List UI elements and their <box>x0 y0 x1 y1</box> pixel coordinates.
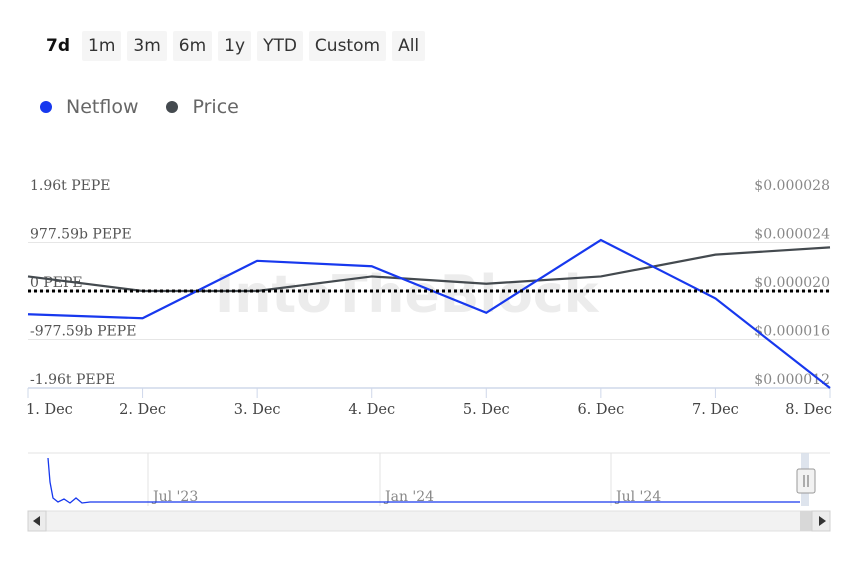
arrow-right-icon <box>819 516 826 526</box>
price-point[interactable] <box>25 273 31 279</box>
price-point[interactable] <box>598 273 604 279</box>
scrollbar-track[interactable] <box>27 510 831 532</box>
price-point[interactable] <box>369 273 375 279</box>
navigator-series <box>47 457 800 504</box>
x-tick-label: 4. Dec <box>348 402 395 418</box>
y-left-tick-label: -977.59b PEPE <box>30 324 136 340</box>
x-tick-label: 5. Dec <box>463 402 510 418</box>
netflow-point[interactable] <box>25 311 31 317</box>
x-tick-label: 2. Dec <box>119 402 166 418</box>
price-point[interactable] <box>712 252 718 258</box>
y-right-tick-label: $0.000024 <box>754 227 830 243</box>
y-left-tick-label: 1.96t PEPE <box>30 178 111 194</box>
netflow-point[interactable] <box>712 295 718 301</box>
legend-item-price[interactable]: Price <box>166 96 239 118</box>
y-right-tick-label: $0.000028 <box>754 178 830 194</box>
price-dot-icon <box>166 101 179 113</box>
series-lines <box>25 237 833 391</box>
netflow-point[interactable] <box>598 237 604 243</box>
y-left-tick-label: 977.59b PEPE <box>30 227 132 243</box>
navigator-handle-icon[interactable] <box>796 468 816 494</box>
price-point[interactable] <box>254 288 260 294</box>
y-left-tick-label: -1.96t PEPE <box>30 372 115 388</box>
range-button-custom[interactable]: Custom <box>308 31 387 61</box>
legend: Netflow Price <box>40 96 239 118</box>
arrow-left-icon <box>33 516 40 526</box>
netflow-point[interactable] <box>369 263 375 269</box>
price-point[interactable] <box>140 288 146 294</box>
y-axis-right: $0.000028 $0.000024 $0.000020 $0.000016 $0.0… <box>754 178 830 388</box>
y-right-tick-label: $0.000012 <box>754 372 830 388</box>
range-button-all[interactable]: All <box>392 31 426 61</box>
netflow-point[interactable] <box>483 310 489 316</box>
x-tick-label: 8. Dec <box>785 402 832 418</box>
range-button-ytd[interactable]: YTD <box>257 31 303 61</box>
watermark: IntoTheBlock <box>215 265 600 325</box>
range-button-7d[interactable]: 7d <box>40 31 76 61</box>
x-tick-label: 1. Dec <box>26 402 73 418</box>
x-tick-label: 3. Dec <box>234 402 281 418</box>
navigator-label: Jul '23 <box>151 489 198 505</box>
scrollbar-thumb[interactable] <box>800 511 812 531</box>
x-axis: 1. Dec 2. Dec 3. Dec 4. Dec 5. Dec 6. Dec 7. D… <box>26 387 832 418</box>
y-right-tick-label: $0.000020 <box>754 275 830 291</box>
legend-label-netflow: Netflow <box>66 96 139 118</box>
netflow-point[interactable] <box>827 385 833 391</box>
netflow-line[interactable] <box>27 238 831 389</box>
netflow-point[interactable] <box>140 315 146 321</box>
price-point[interactable] <box>483 281 489 287</box>
navigator-label: Jan '24 <box>383 489 434 505</box>
range-button-6m[interactable]: 6m <box>172 31 213 61</box>
range-button-3m[interactable]: 3m <box>127 31 167 61</box>
legend-item-netflow[interactable]: Netflow <box>40 96 138 118</box>
legend-label-price: Price <box>192 96 239 118</box>
range-selector: 7d 1m 3m 6m 1y YTD Custom All <box>40 31 426 61</box>
y-right-tick-label: $0.000016 <box>754 324 830 340</box>
netflow-dot-icon <box>40 101 52 113</box>
x-tick-label: 6. Dec <box>577 402 624 418</box>
range-button-1y[interactable]: 1y <box>218 31 252 61</box>
netflow-point[interactable] <box>254 258 260 264</box>
price-point[interactable] <box>827 244 833 250</box>
range-button-1m[interactable]: 1m <box>82 31 122 61</box>
navigator-label: Jul '24 <box>614 489 661 505</box>
x-tick-label: 7. Dec <box>692 402 739 418</box>
navigator[interactable]: Jul '23 Jan '24 Jul '24 <box>27 452 831 532</box>
